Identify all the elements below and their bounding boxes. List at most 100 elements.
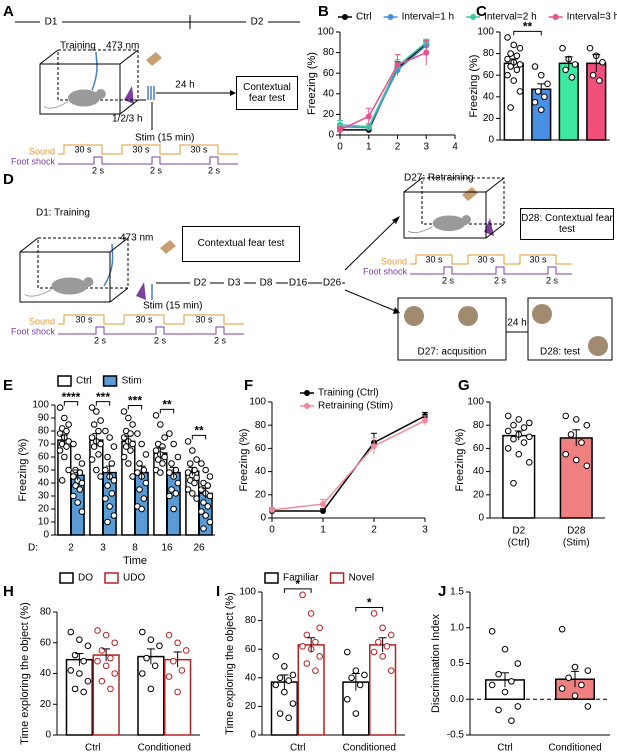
delay-label: 1/2/3 h [112,114,143,125]
data-point [67,628,75,636]
data-point [152,447,160,454]
data-point [281,688,288,696]
data-point [558,685,566,692]
data-point [504,445,512,452]
data-point [572,456,580,464]
legend-swatch [102,375,118,387]
data-point [143,654,150,662]
interval-label: 24 h [507,318,526,329]
data-point [510,479,517,487]
data-point [102,466,109,474]
data-point [510,41,518,49]
data-point [515,416,523,423]
mouse [432,215,466,232]
significance-bracket [127,405,143,410]
sound-duration: 30 s [132,144,150,154]
shock-duration: 2 s [214,335,227,345]
sound-trace [410,254,572,265]
y-axis-label: Time exploring the object (%) [224,592,236,735]
cage-front [19,251,111,303]
series-line [339,51,427,131]
data-point [504,412,512,420]
acquisition-label: D27: acqusition [418,347,487,358]
x-tick-label: 2 [395,142,401,153]
data-point [134,430,141,437]
legend-marker [342,14,348,20]
object [532,304,552,324]
data-point [289,671,297,679]
data-point [312,638,319,646]
light-icon [146,52,162,66]
significance-bracket [355,606,384,612]
legend-swatch [329,572,345,584]
significance-bracket [191,434,207,440]
y-axis-label: Freezing (%) [238,429,250,492]
point [371,443,377,450]
data-point [152,412,160,419]
significance-bracket [283,588,312,593]
data-point [72,482,79,489]
shock-duration: 2 s [94,335,107,345]
data-point [142,479,150,487]
data-point [589,71,597,79]
data-point [108,460,116,467]
y-tick-label: 40 [245,672,257,683]
y-tick-label: 100 [317,27,334,38]
data-point [599,58,606,66]
data-point [504,55,511,63]
wavelength-label: 473 nm [120,233,153,244]
y-axis-label: Freezing (%) [17,439,29,502]
y-tick-label: 20 [38,504,50,515]
data-point [63,443,70,450]
bar [559,437,593,519]
data-point [110,477,118,484]
legend-label: Interval=1 h [402,12,455,23]
sound-duration: 30 s [529,254,547,264]
y-tick-label: 40 [483,91,495,102]
data-point [88,456,96,463]
data-point [129,421,136,428]
y-tick-label: 0.0 [450,694,464,705]
timeline-label: D1 [45,17,58,28]
cage-edge [109,237,129,253]
data-point [537,71,545,79]
legend-label: Novel [349,573,375,584]
panel-label: G [458,377,470,394]
sound-duration: 30 s [74,144,92,154]
data-point [343,648,351,656]
data-point [525,433,533,441]
data-point [370,648,378,656]
y-tick-label: 100 [239,587,256,598]
data-point [174,688,181,696]
wavelength-label: 473 nm [106,41,139,52]
day-label: D2 [194,278,207,289]
legend-swatch [104,572,119,584]
data-point [70,473,77,480]
data-point [140,495,148,502]
legend-swatch [59,572,74,584]
data-point [151,662,159,670]
shock-trace [58,326,244,335]
significance-label: * [367,596,372,610]
label-bg [322,277,342,289]
mouse-tail [43,101,69,109]
data-point [531,98,539,106]
y-axis-label: Freezing (%) [306,52,318,115]
data-point [514,703,522,710]
data-point [107,685,114,693]
data-point [61,414,68,422]
timeline-label: D2 [251,17,264,28]
data-point [182,647,190,654]
data-point [102,495,109,502]
data-point [562,450,570,458]
y-tick-label: 0 [328,130,334,141]
y-tick-label: 0 [43,530,49,541]
data-point [170,505,177,513]
x-tick-label: 0 [269,525,275,536]
series-line [339,41,427,128]
bar [369,644,397,736]
mouse-head [83,277,94,287]
x-tick-label: 16 [161,543,173,554]
x-tick-label: Ctrl [85,743,101,753]
